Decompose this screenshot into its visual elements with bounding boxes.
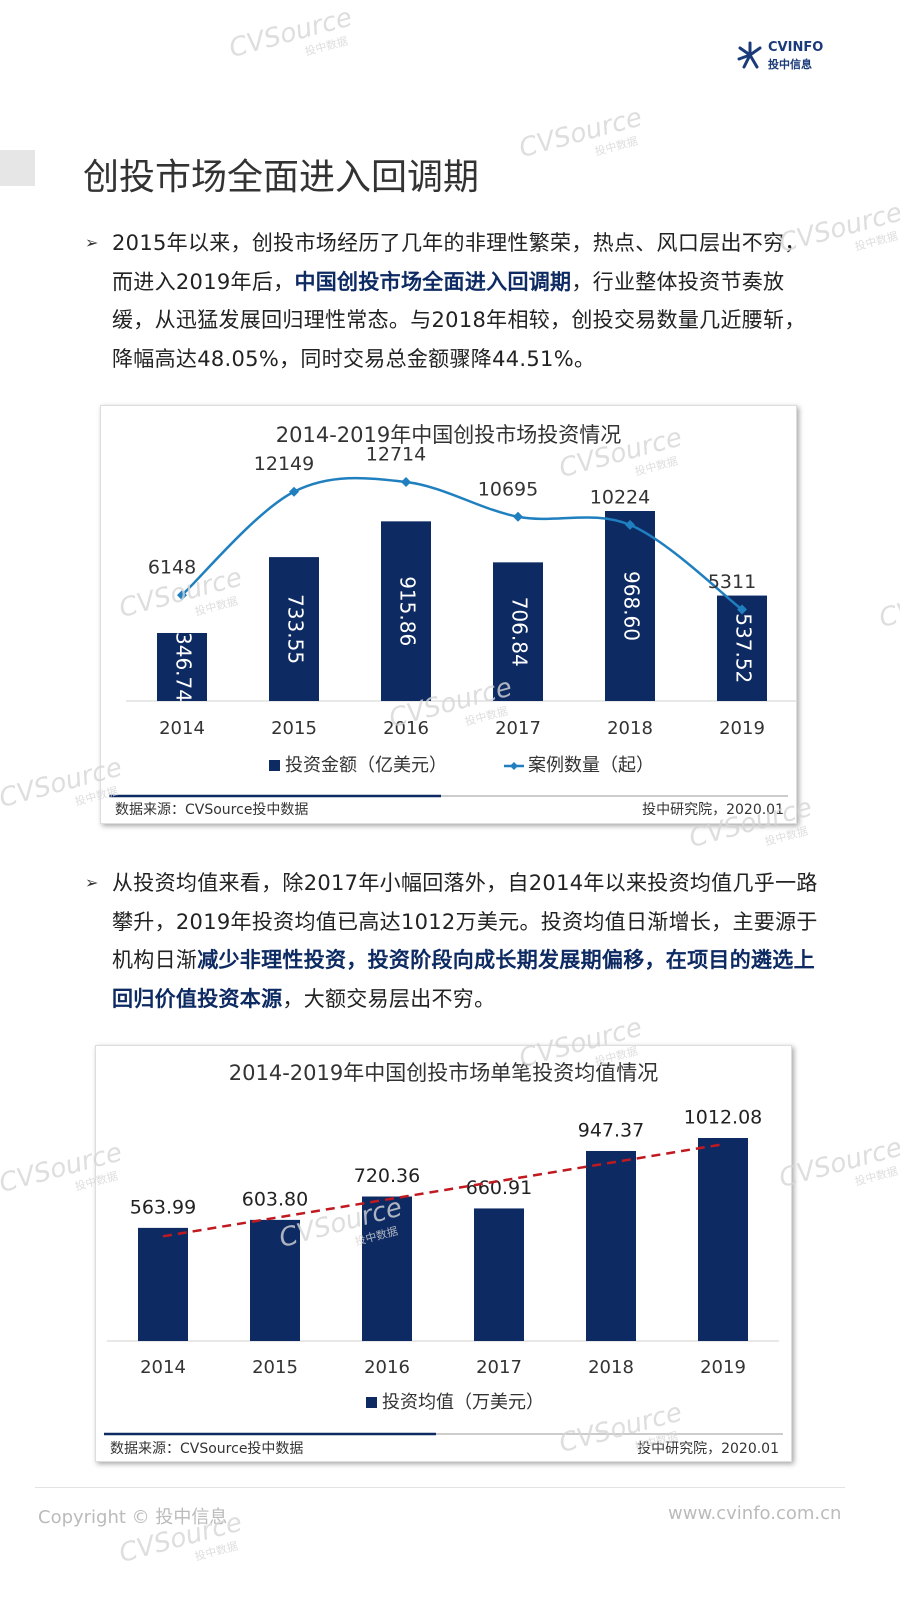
bar-value-label: 947.37 — [578, 1119, 644, 1141]
watermark-sub: 投中数据 — [853, 228, 899, 253]
watermark-sub: 投中数据 — [763, 823, 809, 848]
bar — [698, 1138, 748, 1341]
watermark-sub: 投中数据 — [303, 33, 349, 58]
watermark-sub: 投中数据 — [593, 133, 639, 158]
bar — [269, 557, 319, 701]
text-run: ，行业整体投资节奏放缓，从迅猛发展回归理性常态。与2018年相较，创投交易数量几… — [112, 269, 806, 371]
bar-value-label: 660.91 — [466, 1177, 532, 1199]
x-tick-label: 2018 — [607, 718, 653, 739]
logo-icon — [737, 41, 762, 69]
watermark: CVSource — [876, 572, 900, 634]
x-tick-label: 2015 — [271, 718, 317, 739]
logo-sub: 投中信息 — [768, 58, 812, 71]
text-run: 2015年以来，创投市场经历了几年的非理性繁荣，热点、风口层出不穷，而进入201… — [112, 231, 806, 294]
trendline — [162, 1143, 724, 1238]
x-tick-label: 2014 — [159, 718, 205, 739]
bar — [493, 562, 543, 701]
bar — [157, 632, 207, 701]
line-value-label: 12714 — [366, 444, 426, 466]
chart: 2014-2019年中国创投市场投资情况 2014 2015 2016 2017 2018… — [109, 423, 798, 818]
watermark: CVSource — [516, 102, 645, 164]
footer-rule — [35, 1487, 845, 1488]
bar — [381, 521, 431, 701]
x-tick-label: 2019 — [700, 1357, 746, 1378]
watermark-sub: 投中数据 — [193, 1539, 239, 1564]
bar — [362, 1196, 412, 1341]
bar-value-label: 706.84 — [508, 597, 532, 667]
x-tick-label: 2016 — [383, 718, 429, 739]
bold-text: 减少非理性投资，投资阶段向成长期发展期偏移，在项目的遴选上回归价值投资本源 — [112, 948, 815, 1011]
bar-value-label: 603.80 — [242, 1188, 308, 1210]
watermark: CVSource — [226, 2, 355, 64]
bar-value-label: 733.55 — [284, 594, 308, 664]
credit-text: 投中研究院，2020.01 — [637, 1441, 779, 1457]
x-tick-label: 2017 — [495, 718, 541, 739]
line-marker — [289, 486, 299, 497]
credit-text: 投中研究院，2020.01 — [642, 802, 784, 818]
line-marker — [513, 511, 523, 522]
legend-label: 案例数量（起） — [528, 755, 654, 776]
bar-value-label: 968.60 — [620, 571, 644, 641]
legend-swatch — [269, 760, 280, 771]
bar — [250, 1219, 300, 1341]
bar-value-label: 915.86 — [396, 576, 420, 646]
source-text: 数据来源：CVSource投中数据 — [110, 1441, 303, 1457]
line-value-label: 5311 — [708, 571, 756, 593]
bar-value-label: 563.99 — [130, 1196, 196, 1218]
paragraph: 从投资均值来看，除2017年小幅回落外，自2014年以来投资均值几乎一路攀升，2… — [112, 864, 820, 1018]
x-tick-label: 2019 — [719, 718, 765, 739]
line-value-label: 6148 — [148, 557, 196, 579]
logo-text: CVINFO — [768, 40, 824, 55]
line-marker — [737, 604, 747, 615]
line — [181, 476, 743, 611]
line-marker — [625, 519, 635, 530]
bar — [474, 1208, 524, 1341]
x-tick-label: 2018 — [588, 1357, 634, 1378]
paragraph: 2015年以来，创投市场经历了几年的非理性繁荣，热点、风口层出不穷，而进入201… — [112, 224, 820, 378]
line-value-label: 12149 — [254, 453, 314, 475]
watermark-sub: 投中数据 — [853, 1164, 899, 1189]
source-text: 数据来源：CVSource投中数据 — [115, 802, 308, 818]
bar-value-label: 537.52 — [732, 613, 756, 683]
copyright: Copyright © 投中信息 — [38, 1507, 228, 1528]
bar — [605, 511, 655, 701]
watermark: CVSource — [776, 1132, 900, 1194]
chart-title: 2014-2019年中国创投市场投资情况 — [276, 423, 621, 447]
chart-box: 2014-2019年中国创投市场投资情况 2014 2015 2016 2017 2018… — [100, 405, 798, 824]
x-tick-label: 2014 — [140, 1357, 186, 1378]
line-marker — [177, 590, 187, 601]
bold-text: 中国创投市场全面进入回调期 — [294, 269, 572, 294]
bar-value-label: 1012.08 — [684, 1107, 763, 1129]
x-tick-label: 2015 — [252, 1357, 298, 1378]
website: www.cvinfo.com.cn — [668, 1503, 842, 1524]
x-tick-label: 2016 — [364, 1357, 410, 1378]
bar — [586, 1150, 636, 1341]
bar-value-label: 720.36 — [354, 1165, 420, 1187]
page-title: 创投市场全面进入回调期 — [83, 157, 480, 198]
chart-box: 2014-2019年中国创投市场单笔投资均值情况 2014 2015 2016 2017… — [95, 1045, 792, 1462]
legend-label: 投资均值（万美元） — [382, 1392, 544, 1413]
chart-title: 2014-2019年中国创投市场单笔投资均值情况 — [229, 1061, 658, 1085]
legend-label: 投资金额（亿美元） — [285, 755, 447, 776]
side-block — [0, 150, 35, 186]
bullet: ➢ — [85, 873, 99, 892]
line-value-label: 10695 — [478, 478, 538, 500]
line-marker — [401, 477, 411, 487]
bar — [138, 1227, 188, 1341]
text-run: 从投资均值来看，除2017年小幅回落外，自2014年以来投资均值几乎一路攀升，2… — [112, 871, 818, 972]
bar-value-label: 346.74 — [172, 632, 196, 702]
text-run: ，大额交易层出不穷。 — [282, 986, 496, 1011]
chart: 2014-2019年中国创投市场单笔投资均值情况 2014 2015 2016 2017… — [104, 1061, 783, 1457]
line-value-label: 10224 — [590, 486, 650, 508]
x-tick-label: 2017 — [476, 1357, 522, 1378]
legend-swatch — [366, 1397, 377, 1408]
legend-swatch — [510, 762, 518, 770]
bullet: ➢ — [85, 233, 99, 252]
